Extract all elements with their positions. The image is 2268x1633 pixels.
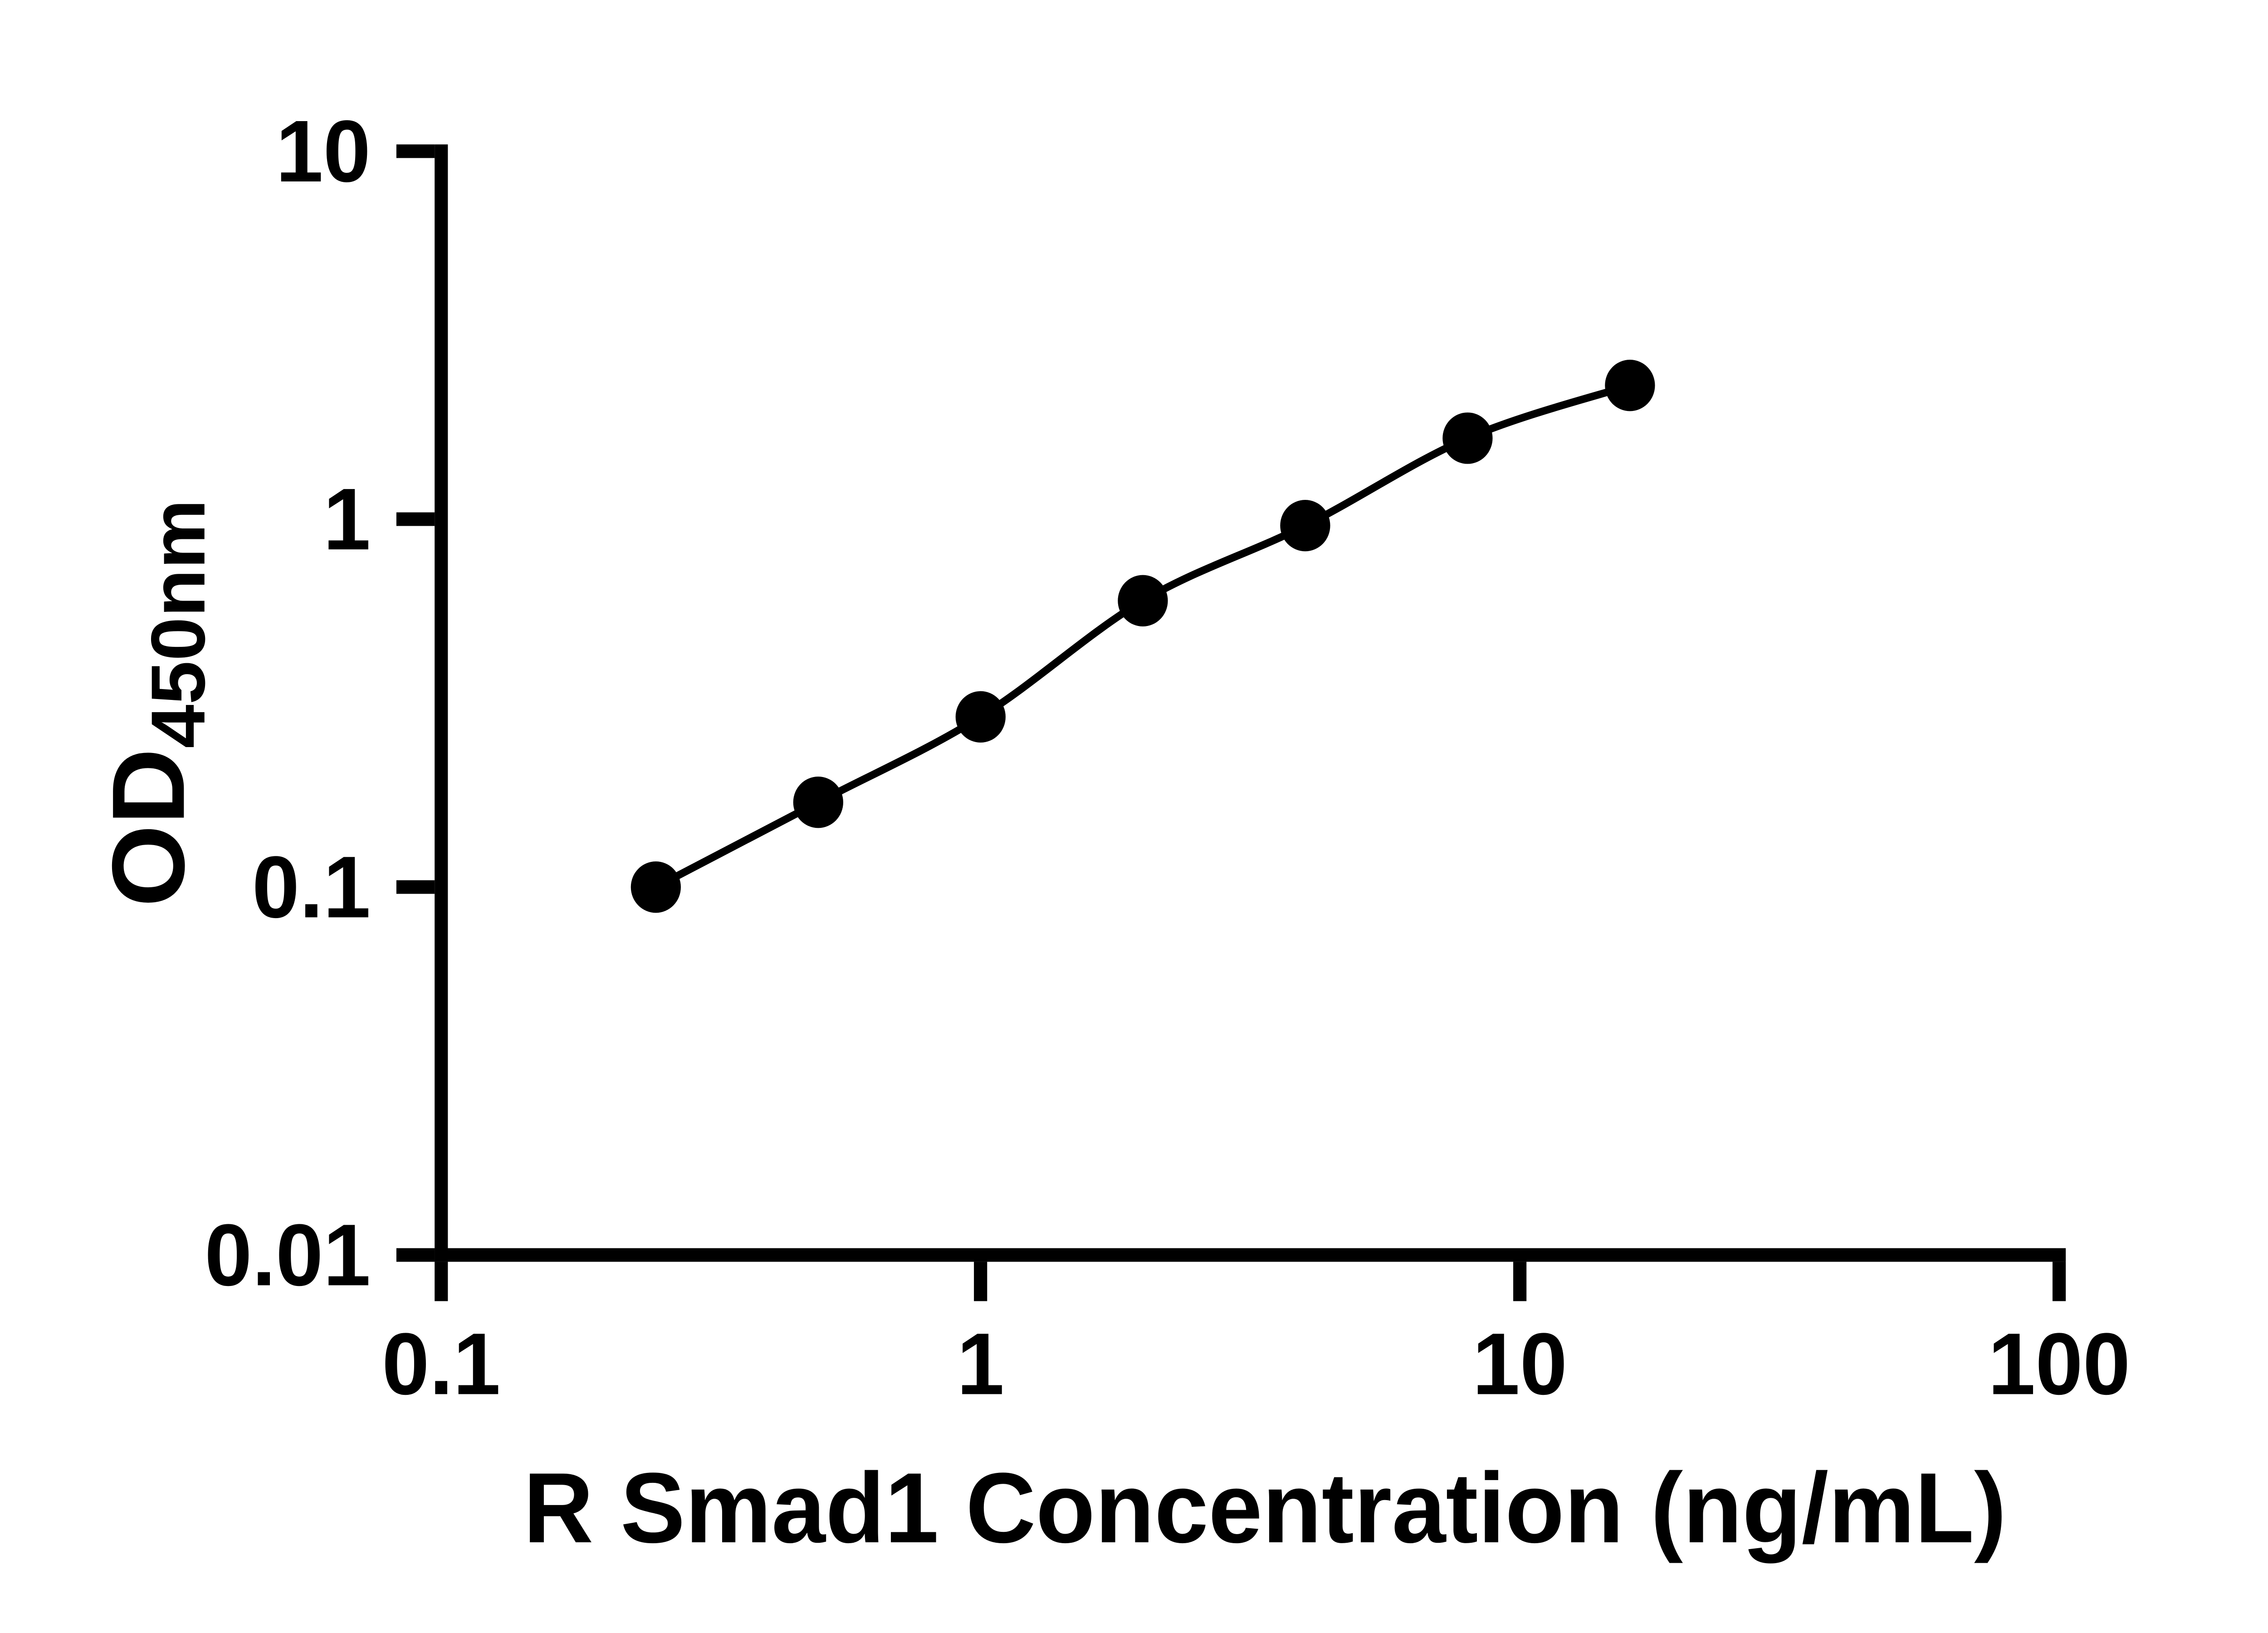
y-tick-label: 1 <box>323 470 371 568</box>
data-point-marker <box>1118 575 1168 626</box>
series-layer <box>631 360 1655 913</box>
data-point-marker <box>1442 412 1493 464</box>
x-tick-label: 10 <box>1472 1315 1567 1413</box>
y-tick-label: 10 <box>276 103 371 200</box>
x-tick-label: 1 <box>957 1315 1004 1413</box>
y-axis-title-base: OD <box>91 748 205 907</box>
y-axis-title: OD450nm <box>91 499 221 907</box>
y-tick-label: 0.1 <box>252 838 371 936</box>
y-axis-title-subscript: 450nm <box>136 499 221 748</box>
x-axis-title: R Smad1 Concentration (ng/mL) <box>523 1452 2007 1563</box>
data-point-marker <box>1280 500 1330 552</box>
x-tick-label: 100 <box>1988 1315 2131 1413</box>
data-point-marker <box>793 776 843 828</box>
y-tick-label: 0.01 <box>205 1206 371 1304</box>
data-point-marker <box>955 691 1006 743</box>
x-tick-label: 0.1 <box>382 1315 500 1413</box>
data-point-marker <box>1605 360 1655 411</box>
data-point-marker <box>631 861 681 913</box>
